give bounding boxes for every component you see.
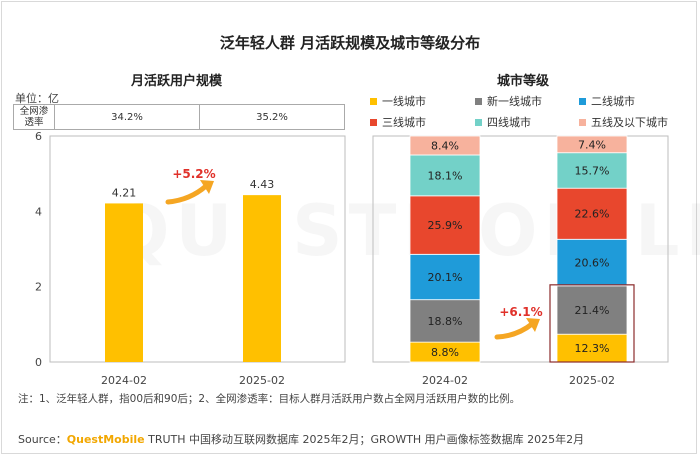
mau-growth-arrowhead [200, 180, 214, 194]
footnote: 注：1、泛年轻人群，指00后和90后；2、全网渗透率：目标人群月活跃用户数占全网… [18, 393, 521, 405]
tier-x-tick-0: 2024-02 [422, 374, 468, 387]
unit-label: 单位：亿 [15, 92, 59, 105]
source-brand: QuestMobile [66, 433, 145, 446]
penetration-value-2025: 35.2% [199, 104, 345, 130]
tier-data-label-1-0: 12.3% [575, 342, 610, 355]
tier-data-label-0-4: 18.1% [428, 169, 463, 182]
source-rest: TRUTH 中国移动互联网数据库 2025年2月；GROWTH 用户画像标签数据… [144, 433, 585, 446]
tier-data-label-1-1: 21.4% [575, 304, 610, 317]
left-panel-title: 月活跃用户规模 [131, 74, 223, 89]
legend-label-5: 五线及以下城市 [591, 116, 668, 129]
legend-swatch-3 [370, 118, 377, 126]
tier-segment-1-5 [556, 135, 628, 154]
legend-label-3: 三线城市 [382, 116, 426, 129]
legend-swatch-4 [475, 118, 482, 126]
tier-data-label-1-2: 20.6% [575, 257, 610, 270]
legend-swatch-1 [475, 97, 482, 105]
legend-item-5: 五线及以下城市 [579, 114, 668, 130]
tier-growth-arrowhead [526, 318, 540, 332]
tier-segment-1-4 [556, 152, 628, 189]
tier-data-label-1-5: 7.4% [578, 138, 606, 151]
mau-data-label-0: 4.21 [112, 186, 137, 199]
tier-segment-1-2 [556, 238, 628, 287]
legend-item-0: 一线城市 [370, 93, 426, 109]
tier-data-label-0-0: 8.8% [431, 346, 459, 359]
tier-data-label-0-1: 18.8% [428, 315, 463, 328]
source-prefix: Source： [18, 433, 67, 446]
mau-plot-border [49, 135, 346, 363]
penetration-label-line2: 透率 [24, 117, 44, 128]
mau-y-tick-1: 2 [35, 281, 42, 294]
mau-y-tick-2: 4 [35, 205, 42, 218]
mau-bar-1 [243, 195, 281, 362]
tier-data-label-1-3: 22.6% [575, 208, 610, 221]
penetration-label-line1: 全网渗 [19, 106, 49, 117]
tier-x-tick-1: 2025-02 [569, 374, 615, 387]
tier-segment-0-3 [409, 195, 481, 255]
legend-label-1: 新一线城市 [487, 95, 542, 108]
tier-segment-0-4 [409, 154, 481, 197]
tier-data-label-1-4: 15.7% [575, 164, 610, 177]
tier-segment-0-2 [409, 253, 481, 301]
tier-data-label-0-5: 8.4% [431, 139, 459, 152]
right-panel-title: 城市等级 [497, 74, 550, 89]
mau-y-tick-3: 6 [35, 130, 42, 143]
mau-growth-label: +5.2% [172, 167, 215, 181]
legend-swatch-5 [579, 118, 586, 126]
legend-label-2: 二线城市 [591, 95, 635, 108]
tier-growth-arrow [494, 321, 535, 340]
mau-bar-0 [105, 203, 143, 362]
tier-data-label-0-3: 25.9% [428, 219, 463, 232]
legend-label-0: 一线城市 [382, 95, 426, 108]
mau-y-tick-0: 0 [35, 356, 42, 369]
tier-segment-0-5 [409, 135, 481, 156]
tier-segment-1-1 [556, 285, 628, 335]
mau-x-tick-1: 2025-02 [239, 374, 285, 387]
legend-item-1: 新一线城市 [475, 93, 542, 109]
source-line: Source：QuestMobile TRUTH 中国移动互联网数据库 2025… [18, 431, 584, 447]
tier-plot-border [372, 135, 669, 363]
legend-label-4: 四线城市 [487, 116, 531, 129]
legend-item-4: 四线城市 [475, 114, 531, 130]
tier-segment-1-3 [556, 187, 628, 240]
penetration-table: 全网渗 透率 34.2% 35.2% [13, 104, 345, 130]
tier-data-label-0-2: 20.1% [428, 271, 463, 284]
legend-swatch-2 [579, 97, 586, 105]
main-title: 泛年轻人群 月活跃规模及城市等级分布 [219, 34, 481, 52]
mau-x-tick-0: 2024-02 [101, 374, 147, 387]
penetration-label: 全网渗 透率 [13, 104, 55, 130]
legend-item-2: 二线城市 [579, 93, 635, 109]
tier-highlight-box [549, 284, 635, 363]
mau-growth-arrow [165, 183, 209, 205]
legend-swatch-0 [370, 97, 377, 105]
legend-item-3: 三线城市 [370, 114, 426, 130]
tier-growth-label: +6.1% [499, 305, 542, 319]
tier-segment-1-0 [556, 333, 628, 363]
mau-data-label-1: 4.43 [250, 178, 275, 191]
